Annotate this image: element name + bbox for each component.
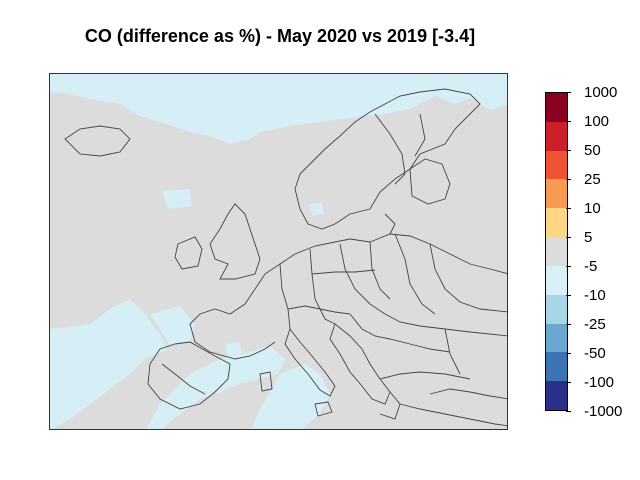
legend-tick-mark [566,208,571,209]
legend-swatch [546,121,567,151]
legend-swatch [546,381,567,410]
legend-tick-mark [566,150,571,151]
europe-map [50,74,507,429]
legend-swatch [546,179,567,209]
legend-tick-label: -25 [584,316,606,333]
legend-tick-label: 5 [584,229,593,246]
legend-tick-mark [566,411,571,412]
legend-tick-mark [566,353,571,354]
legend-tick-label: -1000 [584,403,623,420]
legend-tick-mark [566,237,571,238]
legend-tick-mark [566,295,571,296]
legend-tick-label: 100 [584,113,610,130]
legend-swatch [546,150,567,180]
legend-tick-label: -50 [584,345,606,362]
legend-swatch [546,352,567,382]
legend-swatch [546,237,567,266]
legend-swatch [546,294,567,324]
legend-tick-label: -5 [584,258,598,275]
legend-tick-mark [566,382,571,383]
legend-tick-mark [566,121,571,122]
legend-tick-label: 10 [584,200,601,217]
decrease-regions [50,74,507,429]
map-panel [49,73,508,430]
legend-tick-label: 50 [584,142,601,159]
legend-tick-label: -100 [584,374,615,391]
coastlines-borders [64,88,507,427]
color-legend [545,92,568,411]
legend-tick-label: -10 [584,287,606,304]
legend-tick-mark [566,179,571,180]
chart-title: CO (difference as %) - May 2020 vs 2019 … [84,26,476,46]
legend-swatch [546,323,567,353]
legend-swatch [546,265,567,295]
legend-tick-mark [566,92,571,93]
legend-tick-mark [566,324,571,325]
legend-tick-mark [566,266,571,267]
legend-swatch [546,93,567,122]
legend-labels: 1000 100 50 25 10 5 -5 -10 -25 -50 -100 -1000 [570,85,640,420]
legend-swatch [546,208,567,238]
legend-tick-label: 25 [584,171,601,188]
legend-tick-label: 1000 [584,84,618,101]
